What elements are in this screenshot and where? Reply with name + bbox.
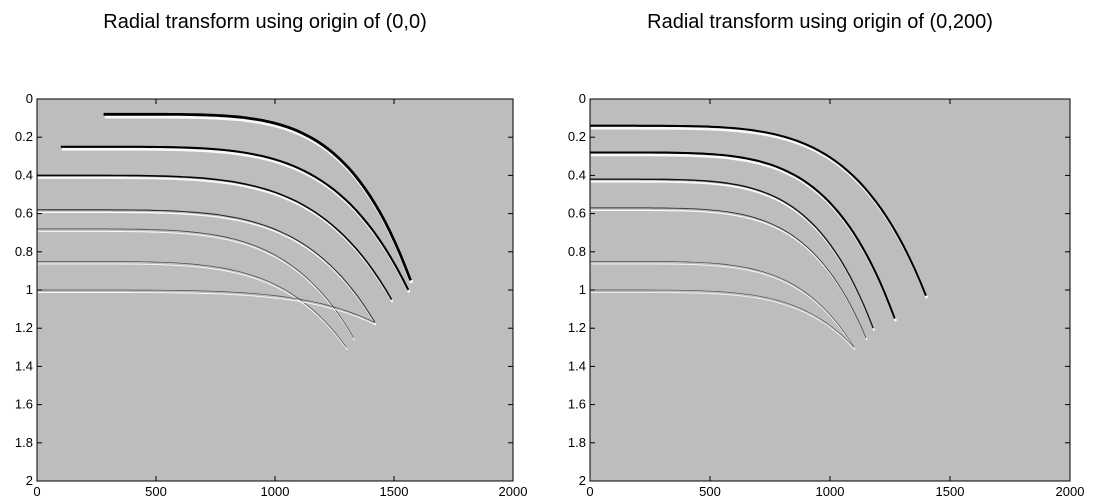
event-white — [38, 211, 377, 326]
x-tick-label: 1000 — [816, 484, 845, 499]
y-tick-label: 0 — [579, 91, 586, 106]
event-black — [590, 124, 927, 297]
y-tick-label: 2 — [26, 473, 33, 488]
event-white — [591, 292, 856, 351]
event-black — [37, 209, 376, 323]
x-tick-label: 0 — [33, 484, 40, 499]
y-tick-label: 0.6 — [568, 206, 586, 221]
event-black — [37, 174, 393, 301]
y-tick-label: 1.2 — [568, 320, 586, 335]
y-tick-label: 1.6 — [568, 397, 586, 412]
event-white — [591, 263, 856, 351]
chart-title: Radial transform using origin of (0,0) — [103, 11, 426, 33]
y-tick-label: 0.4 — [15, 167, 33, 182]
y-tick-label: 0.8 — [15, 244, 33, 259]
y-tick-label: 1.2 — [15, 320, 33, 335]
event-white — [38, 292, 377, 326]
event-black — [590, 178, 874, 329]
panel: Radial transform using origin of (0,200)… — [568, 11, 1085, 499]
event-black — [590, 261, 855, 348]
x-tick-label: 1500 — [936, 484, 965, 499]
y-tick-label: 1 — [26, 282, 33, 297]
y-tick-label: 0.6 — [15, 206, 33, 221]
x-tick-label: 0 — [586, 484, 593, 499]
y-tick-label: 1.8 — [568, 435, 586, 450]
event-white — [38, 176, 394, 303]
event-black — [60, 145, 410, 291]
event-black — [103, 112, 413, 281]
event-black — [590, 207, 867, 338]
y-tick-label: 1.6 — [15, 397, 33, 412]
y-tick-label: 1.4 — [568, 358, 586, 373]
x-tick-label: 2000 — [499, 484, 528, 499]
event-white — [591, 209, 868, 341]
x-tick-label: 500 — [145, 484, 167, 499]
y-tick-label: 0.4 — [568, 167, 586, 182]
event-black — [590, 151, 896, 319]
x-tick-label: 2000 — [1056, 484, 1085, 499]
y-tick-label: 0.8 — [568, 244, 586, 259]
event-black — [37, 261, 347, 348]
y-tick-label: 1.8 — [15, 435, 33, 450]
y-tick-label: 0.2 — [15, 129, 33, 144]
y-tick-label: 1 — [579, 282, 586, 297]
y-tick-label: 1.4 — [15, 358, 33, 373]
event-white — [38, 230, 355, 341]
y-tick-label: 0 — [26, 91, 33, 106]
chart-title: Radial transform using origin of (0,200) — [647, 11, 993, 33]
event-black — [37, 228, 354, 339]
x-tick-label: 1500 — [380, 484, 409, 499]
event-black — [590, 289, 855, 348]
x-tick-label: 500 — [699, 484, 721, 499]
panel: Radial transform using origin of (0,0) 0 5… — [15, 11, 528, 499]
y-tick-label: 2 — [579, 473, 586, 488]
x-tick-label: 1000 — [261, 484, 290, 499]
y-tick-label: 0.2 — [568, 129, 586, 144]
event-black — [37, 289, 376, 323]
